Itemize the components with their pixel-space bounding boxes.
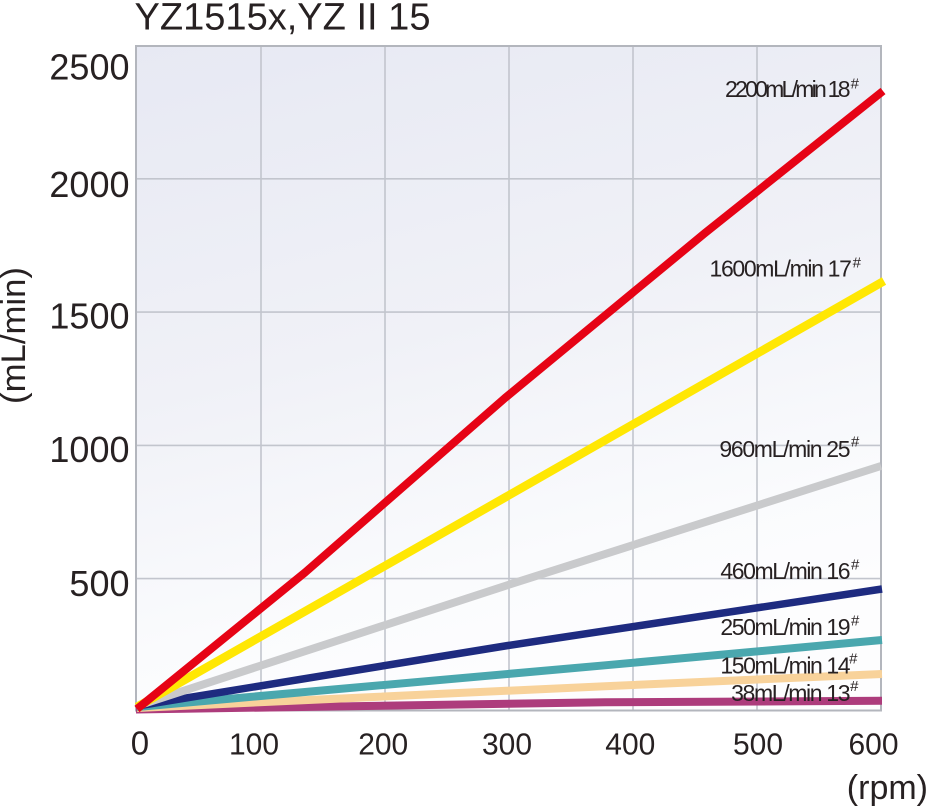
svg-text:500: 500 xyxy=(733,727,783,762)
svg-text:100: 100 xyxy=(229,727,279,762)
svg-text:#: # xyxy=(851,613,860,630)
svg-text:400: 400 xyxy=(605,727,655,762)
svg-text:2500: 2500 xyxy=(49,46,129,87)
svg-text:150mL/min 14: 150mL/min 14 xyxy=(720,653,850,679)
svg-text:1000: 1000 xyxy=(49,429,129,470)
svg-text:#: # xyxy=(851,557,860,574)
svg-text:#: # xyxy=(851,76,860,93)
svg-text:1500: 1500 xyxy=(49,296,129,337)
svg-text:1600mL/min 17: 1600mL/min 17 xyxy=(710,256,852,282)
svg-text:#: # xyxy=(851,434,860,451)
svg-text:600: 600 xyxy=(849,727,899,762)
svg-text:2000: 2000 xyxy=(49,164,129,205)
svg-text:#: # xyxy=(853,255,862,272)
svg-text:250mL/min 19: 250mL/min 19 xyxy=(720,614,850,640)
svg-text:#: # xyxy=(849,651,858,668)
svg-text:#: # xyxy=(850,678,859,695)
svg-text:YZ1515x,YZ II 15: YZ1515x,YZ II 15 xyxy=(135,0,431,39)
svg-text:38mL/min 13: 38mL/min 13 xyxy=(731,680,850,706)
svg-text:300: 300 xyxy=(482,727,532,762)
svg-text:2200mL/min 18: 2200mL/min 18 xyxy=(725,76,851,102)
svg-text:500: 500 xyxy=(69,563,129,604)
svg-text:200: 200 xyxy=(358,727,408,762)
svg-text:960mL/min 25: 960mL/min 25 xyxy=(719,436,850,462)
svg-text:460mL/min 16: 460mL/min 16 xyxy=(720,558,850,584)
svg-text:0: 0 xyxy=(131,725,149,762)
svg-text:(rpm): (rpm) xyxy=(847,769,927,806)
svg-text:(mL/min): (mL/min) xyxy=(0,267,33,404)
